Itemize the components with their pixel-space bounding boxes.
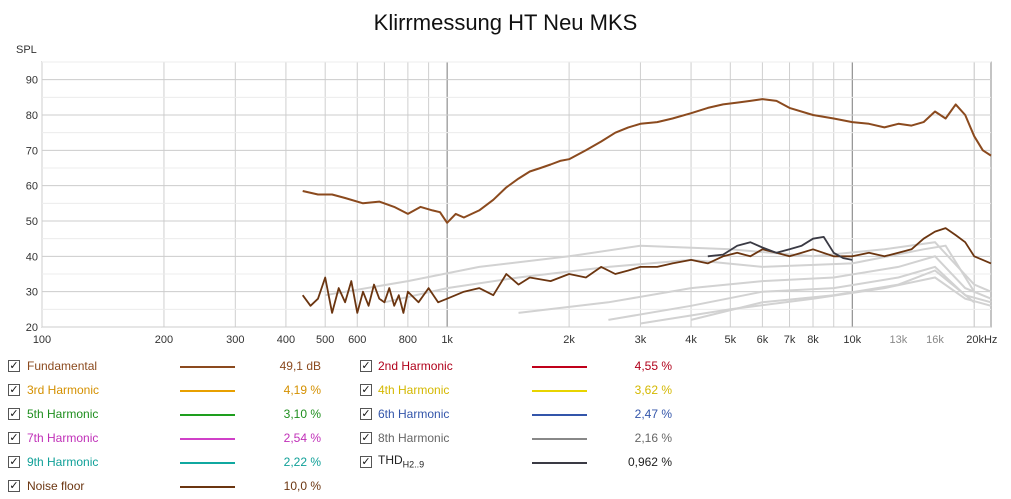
x-tick-label: 500 xyxy=(316,334,334,346)
legend-label: 9th Harmonic xyxy=(27,455,99,469)
x-tick-label: 20kHz xyxy=(966,334,997,346)
checkbox-6th-harmonic[interactable]: ✓ xyxy=(360,408,372,420)
legend-label: THDH2..9 xyxy=(378,453,424,469)
x-tick-label: 1k xyxy=(441,334,453,346)
legend-value: 0,962 % xyxy=(627,455,672,469)
y-tick-label: 50 xyxy=(26,216,38,228)
x-tick-label: 4k xyxy=(685,334,697,346)
harmonic-trace xyxy=(690,269,975,321)
legend-value: 49,1 dB xyxy=(279,359,321,373)
legend-label: 2nd Harmonic xyxy=(378,359,453,373)
x-tick-label: 16k xyxy=(926,334,944,346)
y-tick-label: 20 xyxy=(26,322,38,334)
legend-value: 2,54 % xyxy=(283,431,321,445)
x-tick-label: 7k xyxy=(784,334,796,346)
x-tick-label: 8k xyxy=(807,334,819,346)
legend-swatch xyxy=(532,366,587,368)
x-tick-label: 800 xyxy=(399,334,417,346)
x-tick-label: 400 xyxy=(277,334,295,346)
legend-value: 2,47 % xyxy=(634,407,672,421)
checkbox-7th-harmonic[interactable]: ✓ xyxy=(8,432,20,444)
legend-label: 7th Harmonic xyxy=(27,431,99,445)
harmonic-trace xyxy=(384,244,976,304)
legend-label: Fundamental xyxy=(27,359,98,373)
legend-swatch xyxy=(180,366,235,368)
x-tick-label: 100 xyxy=(33,334,51,346)
legend-swatch xyxy=(180,462,235,464)
legend-value: 4,55 % xyxy=(634,359,672,373)
x-tick-label: 6k xyxy=(757,334,769,346)
x-tick-label: 300 xyxy=(226,334,244,346)
checkbox-fundamental[interactable]: ✓ xyxy=(8,360,20,372)
series-line-noise-floor xyxy=(301,227,992,314)
checkbox-8th-harmonic[interactable]: ✓ xyxy=(360,432,372,444)
x-tick-label: 10k xyxy=(843,334,861,346)
checkbox-noise-floor[interactable]: ✓ xyxy=(8,480,20,492)
legend-swatch xyxy=(180,438,235,440)
y-tick-label: 90 xyxy=(26,75,38,87)
legend-label: Noise floor xyxy=(27,479,85,493)
y-axis-label: SPL xyxy=(16,44,37,56)
checkbox-3rd-harmonic[interactable]: ✓ xyxy=(8,384,20,396)
legend-swatch xyxy=(180,390,235,392)
y-tick-label: 40 xyxy=(26,251,38,263)
series-line-fundamental xyxy=(302,98,992,224)
legend-swatch xyxy=(532,462,587,464)
legend-value: 10,0 % xyxy=(283,479,321,493)
legend-label-thd-sub: H2..9 xyxy=(402,459,425,470)
legend-label: 5th Harmonic xyxy=(27,407,99,421)
legend-label: 8th Harmonic xyxy=(378,431,450,445)
legend-value: 3,62 % xyxy=(634,383,672,397)
chart: 20 30 40 50 60 70 80 90 SPL 100 200 300 400 500 600 800… xyxy=(16,44,997,346)
legend-value: 2,22 % xyxy=(283,455,321,469)
legend-value: 3,10 % xyxy=(283,407,321,421)
legend-swatch xyxy=(180,414,235,416)
legend-swatch xyxy=(532,390,587,392)
legend-swatch xyxy=(532,414,587,416)
plot-area xyxy=(41,61,992,328)
legend: ✓ Fundamental 49,1 dB ✓ 2nd Harmonic 4,5… xyxy=(0,352,1011,499)
y-tick-label: 30 xyxy=(26,287,38,299)
x-tick-label: 13k xyxy=(890,334,908,346)
chart-title: Klirrmessung HT Neu MKS xyxy=(373,10,638,35)
legend-label: 4th Harmonic xyxy=(378,383,450,397)
checkbox-5th-harmonic[interactable]: ✓ xyxy=(8,408,20,420)
x-tick-label: 2k xyxy=(563,334,575,346)
x-tick-label: 3k xyxy=(635,334,647,346)
checkbox-thd[interactable]: ✓ xyxy=(360,456,372,468)
y-tick-label: 60 xyxy=(26,181,38,193)
legend-swatch xyxy=(180,486,235,488)
harmonic-trace xyxy=(518,255,992,314)
checkbox-2nd-harmonic[interactable]: ✓ xyxy=(360,360,372,372)
checkbox-4th-harmonic[interactable]: ✓ xyxy=(360,384,372,396)
y-tick-label: 70 xyxy=(26,145,38,157)
checkbox-9th-harmonic[interactable]: ✓ xyxy=(8,456,20,468)
series-line-thd xyxy=(707,236,853,261)
legend-swatch xyxy=(532,438,587,440)
legend-label: 3rd Harmonic xyxy=(27,383,100,397)
x-tick-label: 5k xyxy=(725,334,737,346)
legend-label-thd: THD xyxy=(378,453,403,467)
legend-value: 2,16 % xyxy=(634,431,672,445)
x-tick-label: 200 xyxy=(155,334,173,346)
legend-value: 4,19 % xyxy=(283,383,321,397)
x-tick-label: 600 xyxy=(348,334,366,346)
legend-label: 6th Harmonic xyxy=(378,407,450,421)
y-tick-label: 80 xyxy=(26,110,38,122)
